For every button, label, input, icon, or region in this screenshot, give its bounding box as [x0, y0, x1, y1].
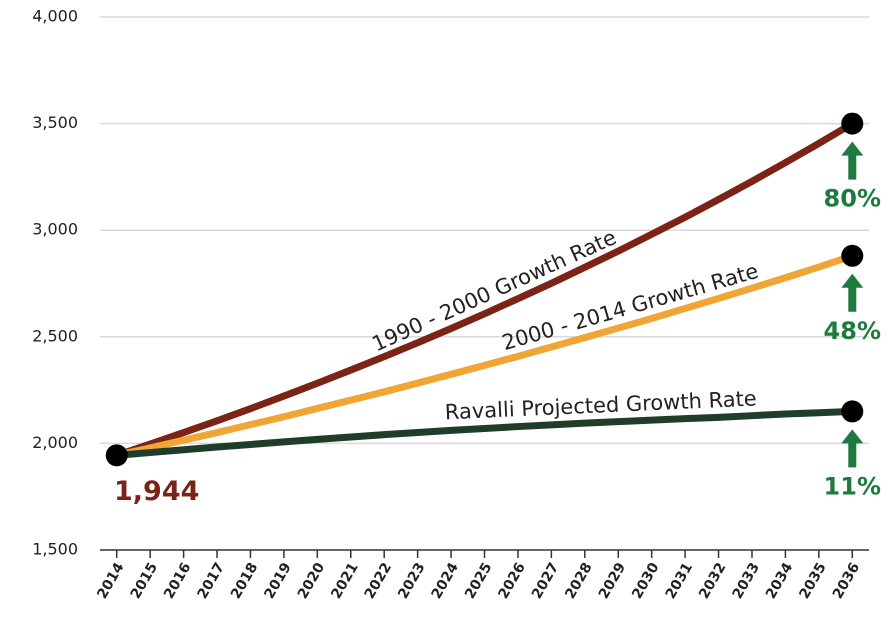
x-tick-label: 2025	[462, 560, 495, 602]
series-line	[115, 252, 854, 459]
growth-annotation: 48%	[824, 317, 881, 345]
y-tick-label: 2,500	[32, 326, 78, 345]
x-tick-label: 2033	[730, 560, 763, 602]
y-tick-label: 3,000	[32, 220, 78, 239]
x-tick-label: 2023	[395, 560, 428, 602]
x-tick-label: 2014	[94, 560, 127, 602]
y-tick-label: 1,500	[32, 540, 78, 559]
x-tick-label: 2022	[362, 560, 395, 602]
x-tick-label: 2027	[529, 560, 562, 602]
end-dot	[841, 244, 864, 267]
x-tick-label: 2021	[328, 560, 361, 602]
y-tick-label: 2,000	[32, 433, 78, 452]
arrow	[841, 429, 864, 468]
arrow	[841, 273, 864, 312]
y-tick-label: 4,000	[32, 7, 78, 26]
x-tick-label: 2028	[562, 560, 595, 602]
x-tick-label: 2019	[261, 560, 294, 602]
x-tick-label: 2031	[663, 560, 696, 602]
x-tick-label: 2018	[228, 560, 261, 602]
start-annotation: 1,944	[114, 476, 199, 507]
start-dot	[105, 444, 128, 467]
x-tick-label: 2026	[496, 560, 529, 602]
end-dot	[841, 112, 864, 135]
end-dot	[841, 400, 864, 423]
x-tick-label: 2016	[161, 560, 194, 602]
x-tick-label: 2029	[596, 560, 629, 602]
series-line	[115, 120, 855, 459]
x-tick-label: 2015	[128, 560, 161, 602]
series-line	[116, 407, 853, 459]
x-tick-label: 2017	[195, 560, 228, 602]
x-tick-label: 2024	[429, 560, 462, 602]
x-tick-label: 2036	[830, 560, 863, 602]
x-tick-label: 2030	[629, 560, 662, 602]
arrow	[841, 141, 864, 180]
growth-annotation: 80%	[824, 185, 881, 213]
x-tick-label: 2034	[763, 560, 796, 602]
y-tick-label: 3,500	[32, 113, 78, 132]
growth-annotation: 11%	[824, 472, 881, 500]
x-tick-label: 2035	[796, 560, 829, 602]
x-tick-label: 2020	[295, 560, 328, 602]
x-tick-label: 2032	[696, 560, 729, 602]
